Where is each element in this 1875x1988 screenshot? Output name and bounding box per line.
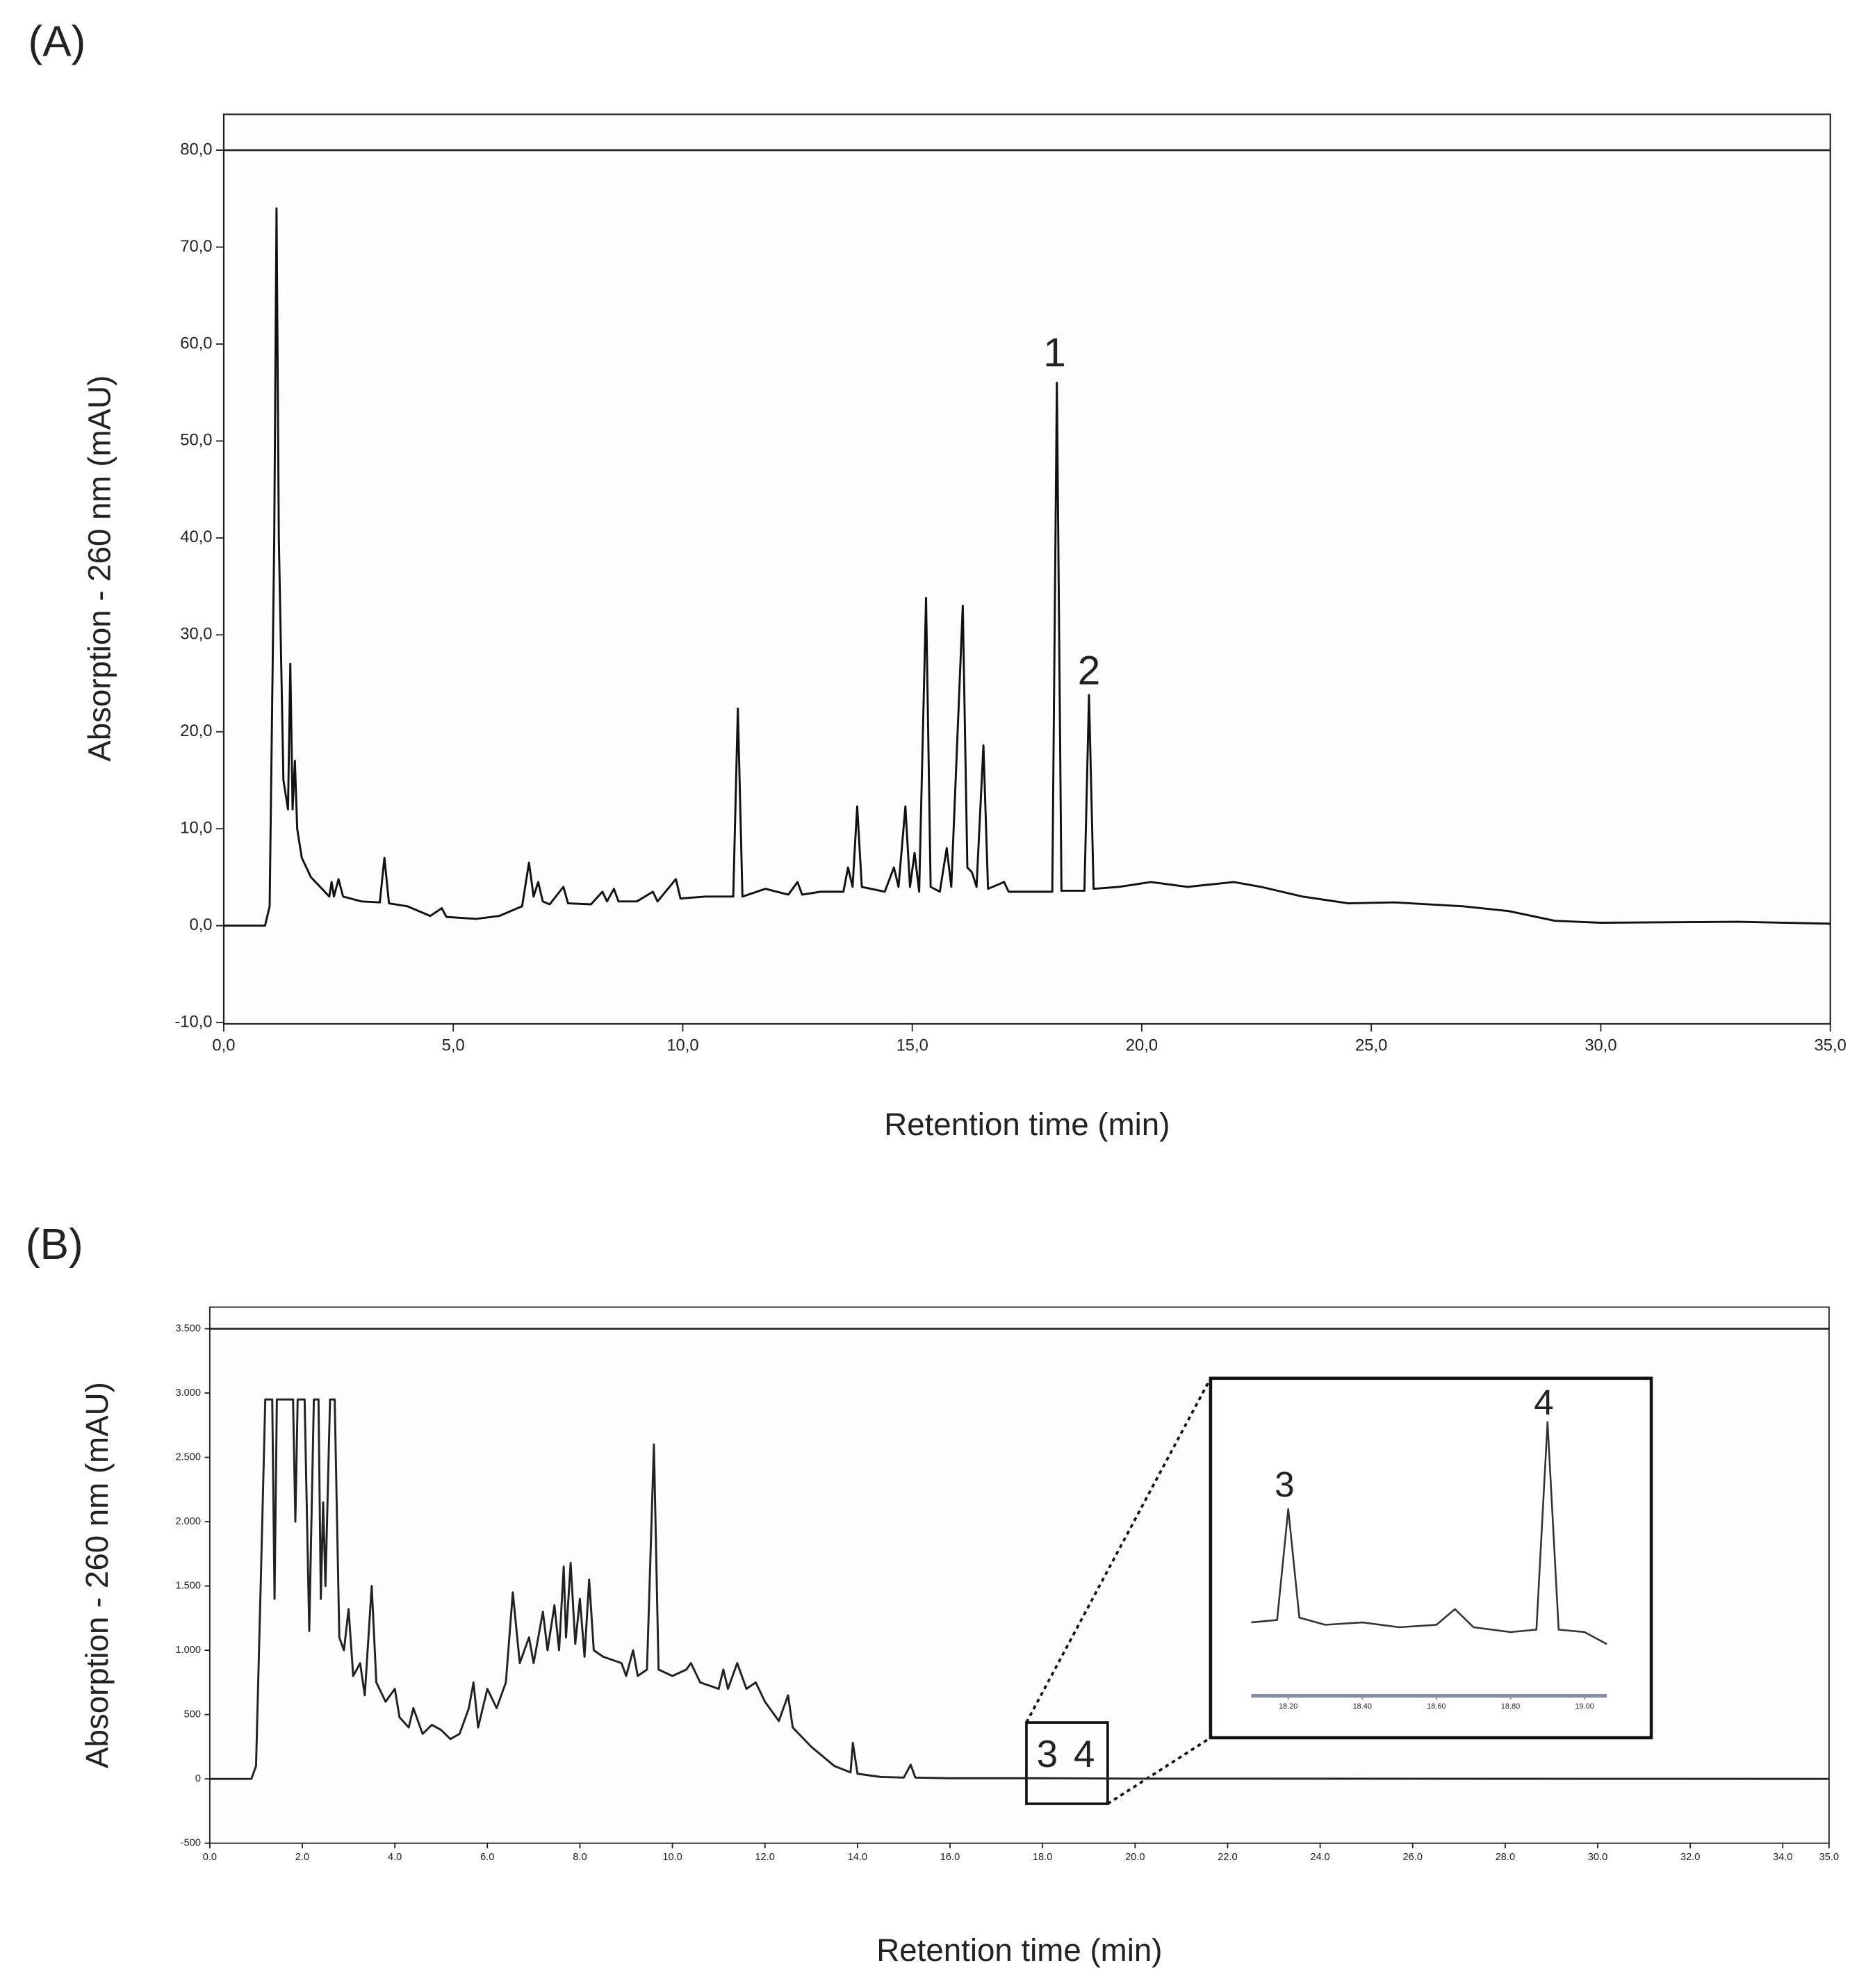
x-tick-label: 4.0	[388, 1852, 402, 1863]
x-tick-label: 19.00	[1575, 1702, 1594, 1711]
x-tick-label: 35.0	[1819, 1852, 1839, 1863]
y-tick-label: 3.500	[176, 1323, 202, 1334]
x-tick-label: 28.0	[1496, 1852, 1515, 1863]
peak-annotation: 3	[1275, 1465, 1294, 1504]
y-tick-label: 30,0	[180, 625, 212, 644]
x-tick-label: 18.60	[1427, 1702, 1446, 1711]
x-tick-label: 20,0	[1126, 1036, 1158, 1055]
x-tick-label: 10,0	[666, 1036, 698, 1055]
x-tick-label: 0,0	[212, 1036, 235, 1055]
y-tick-label: 40,0	[180, 528, 212, 546]
x-tick-label: 30.0	[1588, 1852, 1607, 1863]
y-tick-label: -500	[181, 1838, 201, 1849]
x-tick-label: 6.0	[480, 1852, 494, 1863]
x-tick-label: 26.0	[1403, 1852, 1423, 1863]
inset-frame	[1209, 1376, 1653, 1740]
x-tick-label: 30,0	[1585, 1036, 1616, 1055]
trace	[209, 1398, 1829, 1780]
trace	[223, 207, 1831, 927]
y-tick-label: 0	[195, 1773, 201, 1784]
x-tick-label: 10.0	[662, 1852, 682, 1863]
x-tick-label: 18.40	[1353, 1702, 1372, 1711]
y-tick-label: 70,0	[180, 237, 212, 256]
y-tick-label: 20,0	[180, 722, 212, 740]
x-tick-label: 18.0	[1033, 1852, 1052, 1863]
x-tick-label: 16.0	[940, 1852, 960, 1863]
x-tick-label: 18.20	[1279, 1702, 1297, 1711]
peak-annotation: 2	[1078, 649, 1101, 694]
y-tick-label: 60,0	[180, 334, 212, 352]
y-tick-label: 1.500	[176, 1580, 202, 1591]
x-tick-label: 20.0	[1125, 1852, 1145, 1863]
panel-label: (A)	[28, 17, 86, 65]
plot-frame	[222, 113, 1831, 1025]
y-tick-label: -10,0	[174, 1012, 212, 1031]
zoom-box	[1025, 1721, 1109, 1805]
panel-label: (B)	[26, 1221, 83, 1269]
y-tick-label: 1.000	[176, 1645, 202, 1656]
peak-annotation: 4	[1534, 1383, 1553, 1422]
y-axis-label: Absorption - 260 nm (mAU)	[82, 375, 117, 762]
x-tick-label: 15,0	[896, 1036, 928, 1055]
y-tick-label: 80,0	[180, 140, 212, 158]
x-tick-label: 2.0	[295, 1852, 309, 1863]
x-tick-label: 5,0	[442, 1036, 465, 1055]
x-axis-label: Retention time (min)	[876, 1932, 1162, 1968]
x-tick-label: 22.0	[1218, 1852, 1237, 1863]
x-tick-label: 14.0	[848, 1852, 867, 1863]
x-tick-label: 25,0	[1355, 1036, 1387, 1055]
x-axis-label: Retention time (min)	[884, 1107, 1170, 1142]
y-tick-label: 2.000	[176, 1516, 202, 1527]
y-tick-label: 10,0	[180, 818, 212, 837]
peak-annotation: 3	[1037, 1732, 1058, 1775]
y-axis-label: Absorption - 260 nm (mAU)	[79, 1382, 115, 1768]
x-tick-label: 32.0	[1680, 1852, 1700, 1863]
x-tick-label: 34.0	[1773, 1852, 1792, 1863]
trace	[1251, 1421, 1607, 1645]
x-tick-label: 0.0	[203, 1852, 217, 1863]
y-tick-label: 0,0	[189, 915, 212, 934]
peak-annotation: 1	[1043, 330, 1066, 375]
peak-annotation: 4	[1074, 1732, 1095, 1775]
y-tick-label: 50,0	[180, 431, 212, 450]
y-tick-label: 3.000	[176, 1387, 202, 1399]
x-tick-label: 12.0	[755, 1852, 775, 1863]
x-tick-label: 18.80	[1501, 1702, 1520, 1711]
y-tick-label: 2.500	[176, 1451, 202, 1463]
x-tick-label: 35,0	[1815, 1036, 1847, 1055]
x-tick-label: 24.0	[1310, 1852, 1329, 1863]
x-tick-label: 8.0	[573, 1852, 587, 1863]
y-tick-label: 500	[184, 1709, 201, 1720]
zoom-connector	[1106, 1736, 1211, 1805]
